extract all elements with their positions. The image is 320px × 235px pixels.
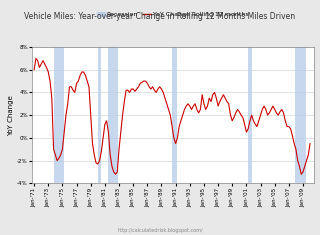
Y-axis label: YoY Change: YoY Change xyxy=(8,95,14,136)
Bar xyxy=(108,47,118,183)
Bar xyxy=(295,47,306,183)
Bar xyxy=(172,47,177,183)
Legend: Recession, YoY Change Rolling 12 months: Recession, YoY Change Rolling 12 months xyxy=(95,9,251,20)
Text: Vehicle Miles: Year-over-year Change in Rolling 12 Months Miles Driven: Vehicle Miles: Year-over-year Change in … xyxy=(24,12,296,21)
Bar xyxy=(248,47,252,183)
Bar xyxy=(98,47,101,183)
Bar xyxy=(54,47,64,183)
Text: http://calculatedrisk.blogspot.com/: http://calculatedrisk.blogspot.com/ xyxy=(117,228,203,233)
